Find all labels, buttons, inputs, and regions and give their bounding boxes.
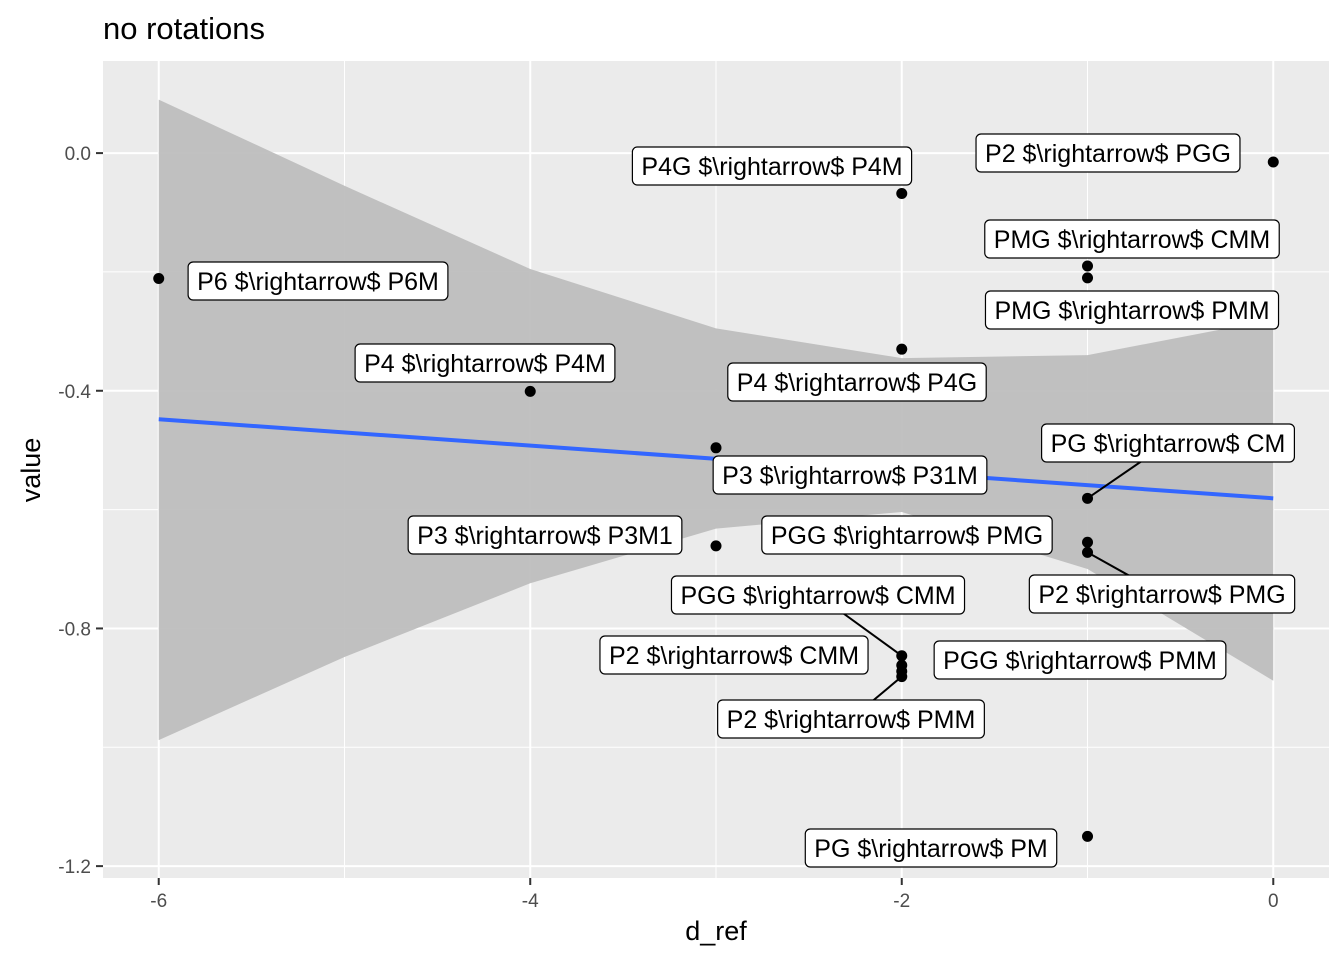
data-point [524, 385, 536, 397]
point-label-text: P2 $\rightarrow$ PMM [727, 706, 976, 734]
labels-layer: P6 $\rightarrow$ P6M P4 $\rightarrow$ P4M… [187, 133, 1296, 868]
y-tick-label: -0.8 [58, 619, 91, 640]
data-point [896, 188, 908, 200]
x-tick-label: -4 [522, 891, 539, 912]
x-tick-label: -2 [893, 891, 910, 912]
confidence-band-layer [158, 99, 1274, 741]
point-label: P4 $\rightarrow$ P4M [354, 343, 616, 383]
point-label-box [1028, 574, 1296, 614]
data-point [896, 343, 908, 355]
point-label-box [933, 640, 1227, 680]
point-label: P2 $\rightarrow$ PGG [975, 133, 1241, 173]
data-point [1082, 272, 1094, 284]
point-label-box [631, 146, 913, 186]
x-axis: -6 -4 -2 0 [150, 878, 1279, 912]
point-label-text: P3 $\rightarrow$ P3M1 [417, 522, 673, 550]
y-axis-title: value [16, 438, 46, 503]
point-label-text: PG $\rightarrow$ CM [1051, 430, 1286, 458]
y-axis: 0.0 -0.4 -0.8 -1.2 [58, 144, 103, 878]
point-label-box [804, 828, 1058, 868]
data-point [1082, 830, 1094, 842]
point-label-text: P3 $\rightarrow$ P31M [722, 462, 978, 490]
point-label: P3 $\rightarrow$ P3M1 [407, 515, 683, 555]
data-point [1082, 536, 1094, 548]
point-label-box [187, 261, 449, 301]
point-label-box [712, 455, 988, 495]
point-label-text: P4 $\rightarrow$ P4G [737, 369, 977, 397]
points-layer [153, 156, 1279, 842]
point-label: PG $\rightarrow$ PM [804, 828, 1058, 868]
point-label: P3 $\rightarrow$ P31M [712, 455, 988, 495]
data-point [1082, 260, 1094, 272]
point-label-box [354, 343, 616, 383]
point-label-box [599, 635, 869, 675]
point-label-text: PGG $\rightarrow$ CMM [680, 582, 955, 610]
point-label: PMG $\rightarrow$ PMM [984, 290, 1280, 330]
confidence-band [158, 99, 1274, 741]
point-label: P2 $\rightarrow$ PMM [717, 699, 985, 739]
point-label-text: P4G $\rightarrow$ P4M [641, 153, 902, 181]
point-label: P2 $\rightarrow$ PMG [1028, 574, 1296, 614]
x-tick-label: 0 [1268, 891, 1279, 912]
point-label: P2 $\rightarrow$ CMM [599, 635, 869, 675]
point-label-text: PGG $\rightarrow$ PMG [771, 522, 1043, 550]
x-tick-label: -6 [150, 891, 167, 912]
point-label: PGG $\rightarrow$ CMM [670, 575, 966, 615]
point-label-box [761, 515, 1053, 555]
y-tick-label: -1.2 [58, 857, 91, 878]
point-label-text: PMG $\rightarrow$ CMM [994, 226, 1270, 254]
point-label-text: P4 $\rightarrow$ P4M [364, 350, 606, 378]
point-label-text: P2 $\rightarrow$ CMM [609, 642, 859, 670]
point-label-text: PMG $\rightarrow$ PMM [994, 297, 1269, 325]
point-label-box [984, 219, 1280, 259]
x-axis-title: d_ref [685, 916, 747, 946]
point-label: P4G $\rightarrow$ P4M [631, 146, 913, 186]
point-label-text: P2 $\rightarrow$ PMG [1038, 581, 1285, 609]
chart-title: no rotations [103, 11, 265, 46]
point-label: PG $\rightarrow$ CM [1041, 423, 1295, 463]
point-label: PGG $\rightarrow$ PMG [761, 515, 1053, 555]
point-label-box [1041, 423, 1295, 463]
point-label-box [717, 699, 985, 739]
data-point [1267, 156, 1279, 168]
point-label-box [727, 362, 987, 402]
point-label: P4 $\rightarrow$ P4G [727, 362, 987, 402]
data-point [153, 272, 165, 284]
point-label: PMG $\rightarrow$ CMM [984, 219, 1280, 259]
data-point [710, 442, 722, 454]
point-label-box [407, 515, 683, 555]
point-label-text: P2 $\rightarrow$ PGG [985, 140, 1231, 168]
point-label: PGG $\rightarrow$ PMM [933, 640, 1227, 680]
point-label-text: P6 $\rightarrow$ P6M [197, 268, 439, 296]
point-label-text: PGG $\rightarrow$ PMM [943, 647, 1217, 675]
point-label-box [670, 575, 966, 615]
y-tick-label: -0.4 [58, 382, 91, 403]
y-tick-label: 0.0 [65, 144, 91, 165]
point-label-box [975, 133, 1241, 173]
point-label-box [984, 290, 1280, 330]
data-point [710, 540, 722, 552]
point-label: P6 $\rightarrow$ P6M [187, 261, 449, 301]
point-label-text: PG $\rightarrow$ PM [814, 835, 1047, 863]
